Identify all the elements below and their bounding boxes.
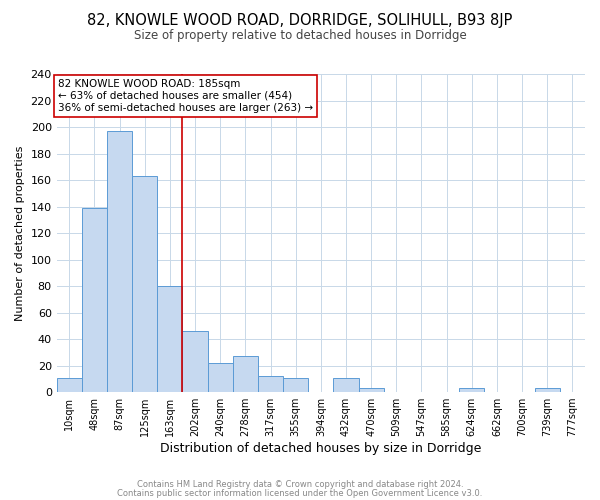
- Text: 82, KNOWLE WOOD ROAD, DORRIDGE, SOLIHULL, B93 8JP: 82, KNOWLE WOOD ROAD, DORRIDGE, SOLIHULL…: [88, 12, 512, 28]
- Bar: [82, 208, 107, 392]
- Text: 82 KNOWLE WOOD ROAD: 185sqm
← 63% of detached houses are smaller (454)
36% of se: 82 KNOWLE WOOD ROAD: 185sqm ← 63% of det…: [58, 80, 313, 112]
- Bar: [283, 378, 308, 392]
- Bar: [132, 176, 157, 392]
- Bar: [157, 286, 182, 392]
- Text: Contains public sector information licensed under the Open Government Licence v3: Contains public sector information licen…: [118, 488, 482, 498]
- Bar: [56, 378, 82, 392]
- Bar: [535, 388, 560, 392]
- Bar: [334, 378, 359, 392]
- Bar: [233, 356, 258, 392]
- Bar: [208, 363, 233, 392]
- Bar: [459, 388, 484, 392]
- Bar: [107, 131, 132, 392]
- Bar: [258, 376, 283, 392]
- Bar: [359, 388, 384, 392]
- Bar: [182, 331, 208, 392]
- Text: Size of property relative to detached houses in Dorridge: Size of property relative to detached ho…: [134, 29, 466, 42]
- Text: Contains HM Land Registry data © Crown copyright and database right 2024.: Contains HM Land Registry data © Crown c…: [137, 480, 463, 489]
- Y-axis label: Number of detached properties: Number of detached properties: [15, 146, 25, 320]
- X-axis label: Distribution of detached houses by size in Dorridge: Distribution of detached houses by size …: [160, 442, 482, 455]
